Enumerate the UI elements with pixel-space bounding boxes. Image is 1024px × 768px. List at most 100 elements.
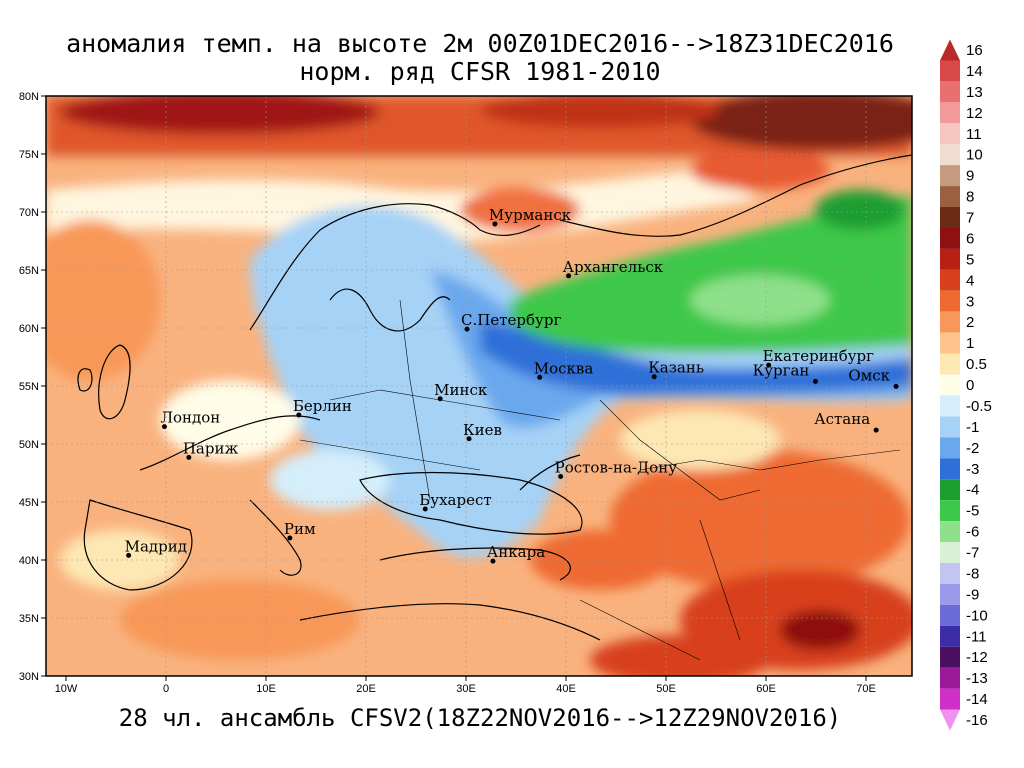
longitude-tick-label: 40E [556, 683, 576, 695]
city-marker: Мадрид [125, 537, 187, 558]
latitude-tick-label: 40N [19, 555, 39, 567]
colorbar-swatch [940, 646, 960, 668]
colorbar-swatch [940, 688, 960, 710]
colorbar-label: -6 [966, 524, 979, 541]
colorbar-label: 11 [966, 126, 982, 143]
city-marker: Лондон [160, 409, 220, 430]
city-marker: Анкара [487, 543, 545, 564]
city-dot [893, 383, 899, 389]
latitude-tick-label: 50N [19, 439, 39, 451]
latitude-tick-label: 60N [19, 323, 39, 335]
city-dot [490, 558, 496, 564]
colorbar-swatch [940, 207, 960, 228]
latitude-tick-labels: 80N 75N 70N 65N 60N 55N 50N 45N 40N 35N 30N [19, 91, 46, 683]
colorbar-label: -1 [966, 419, 979, 436]
colorbar-label: 2 [966, 314, 974, 331]
colorbar-swatch [940, 332, 960, 354]
colorbar-label: -8 [966, 565, 979, 582]
city-dot [873, 427, 879, 433]
longitude-tick-label: 60E [756, 683, 776, 695]
city-name: С.Петербург [461, 311, 561, 329]
city-name: Ростов-на-Дону [555, 458, 678, 476]
city-dot [566, 273, 572, 279]
city-dot [161, 424, 167, 430]
colorbar-swatch [940, 311, 960, 333]
colorbar-swatch [940, 227, 960, 249]
city-marker: С.Петербург [461, 311, 561, 332]
longitude-tick-label: 0 [163, 683, 169, 695]
map-title-line-2: норм. ряд CFSR 1981-2010 [299, 57, 661, 86]
colorbar-swatch [940, 709, 960, 731]
latitude-tick-label: 80N [19, 91, 39, 103]
city-marker: Рим [284, 520, 316, 541]
colorbar-swatch [940, 81, 960, 103]
colorbar-label: 3 [966, 293, 974, 310]
ensemble-footer: 28 чл. ансамбль CFSV2(18Z22NOV2016-->12Z… [118, 704, 842, 732]
colorbar-swatch [940, 144, 960, 166]
city-name: Мадрид [125, 537, 187, 555]
longitude-tick-label: 10E [256, 683, 276, 695]
colorbar-swatch [940, 542, 960, 563]
colorbar-swatch [940, 521, 960, 543]
city-name: Курган [753, 361, 810, 379]
colorbar-label: -3 [966, 461, 979, 478]
map-title-line-1: аномалия темп. на высоте 2м 00Z01DEC2016… [66, 29, 894, 58]
colorbar-label: 16 [966, 42, 983, 59]
longitude-tick-label: 30E [456, 683, 476, 695]
colorbar-swatch [940, 353, 960, 375]
city-dot [126, 552, 132, 558]
latitude-tick-label: 55N [19, 381, 39, 393]
colorbar-label: 7 [966, 210, 974, 227]
colorbar-swatch [940, 60, 960, 82]
colorbar-swatch [940, 416, 960, 438]
city-labels: Мурманск Архангельск С.Петербург Москва Каза… [125, 206, 899, 564]
city-name: Бухарест [419, 491, 491, 509]
city-marker: Омск [848, 366, 899, 389]
city-marker: Бухарест [419, 491, 492, 512]
latitude-tick-label: 35N [19, 613, 39, 625]
city-name: Москва [534, 359, 594, 377]
colorbar-swatch [940, 667, 960, 689]
city-name: Анкара [487, 543, 545, 561]
city-marker: Архангельск [563, 258, 664, 279]
city-name: Омск [848, 366, 890, 384]
city-dot [812, 378, 818, 384]
city-marker: Берлин [293, 397, 352, 418]
city-name: Киев [463, 421, 502, 439]
city-dot [651, 374, 657, 380]
colorbar-swatch [940, 248, 960, 270]
colorbar-label: 1 [966, 335, 974, 352]
city-marker: Париж [183, 439, 238, 460]
colorbar-swatch [940, 269, 960, 291]
colorbar-label: -2 [966, 440, 979, 457]
colorbar-label: 5 [966, 251, 974, 268]
colorbar-swatch [940, 458, 960, 480]
colorbar-label: -5 [966, 503, 979, 520]
city-dot [492, 221, 498, 227]
latitude-tick-label: 75N [19, 149, 39, 161]
city-dot [464, 326, 470, 332]
colorbar-swatch [940, 562, 960, 584]
colorbar-swatch [940, 186, 960, 208]
colorbar-label: 8 [966, 189, 974, 206]
city-dot [296, 412, 302, 418]
city-marker: Ростов-на-Дону [555, 458, 678, 479]
colorbar-swatch [940, 604, 960, 626]
colorbar-legend: 16 14 13 12 11 10 9 8 7 6 5 4 3 2 1 0.5 0 -0.5 -1 -2 -3 -4 -5 -… [940, 39, 992, 731]
colorbar-label: -12 [966, 649, 988, 666]
city-name: Берлин [293, 397, 352, 415]
colorbar-swatch [940, 102, 960, 124]
colorbar-label: 4 [966, 272, 974, 289]
city-marker: Москва [534, 359, 594, 380]
city-name: Минск [434, 381, 488, 399]
latitude-tick-label: 65N [19, 265, 39, 277]
colorbar-swatch [940, 123, 960, 145]
colorbar-label: -10 [966, 607, 988, 624]
colorbar-swatch [940, 437, 960, 459]
colorbar-label: 10 [966, 147, 983, 164]
city-dot [422, 506, 428, 512]
colorbar-label: 9 [966, 168, 974, 185]
colorbar-label: 0 [966, 377, 974, 394]
city-dot [766, 362, 772, 368]
